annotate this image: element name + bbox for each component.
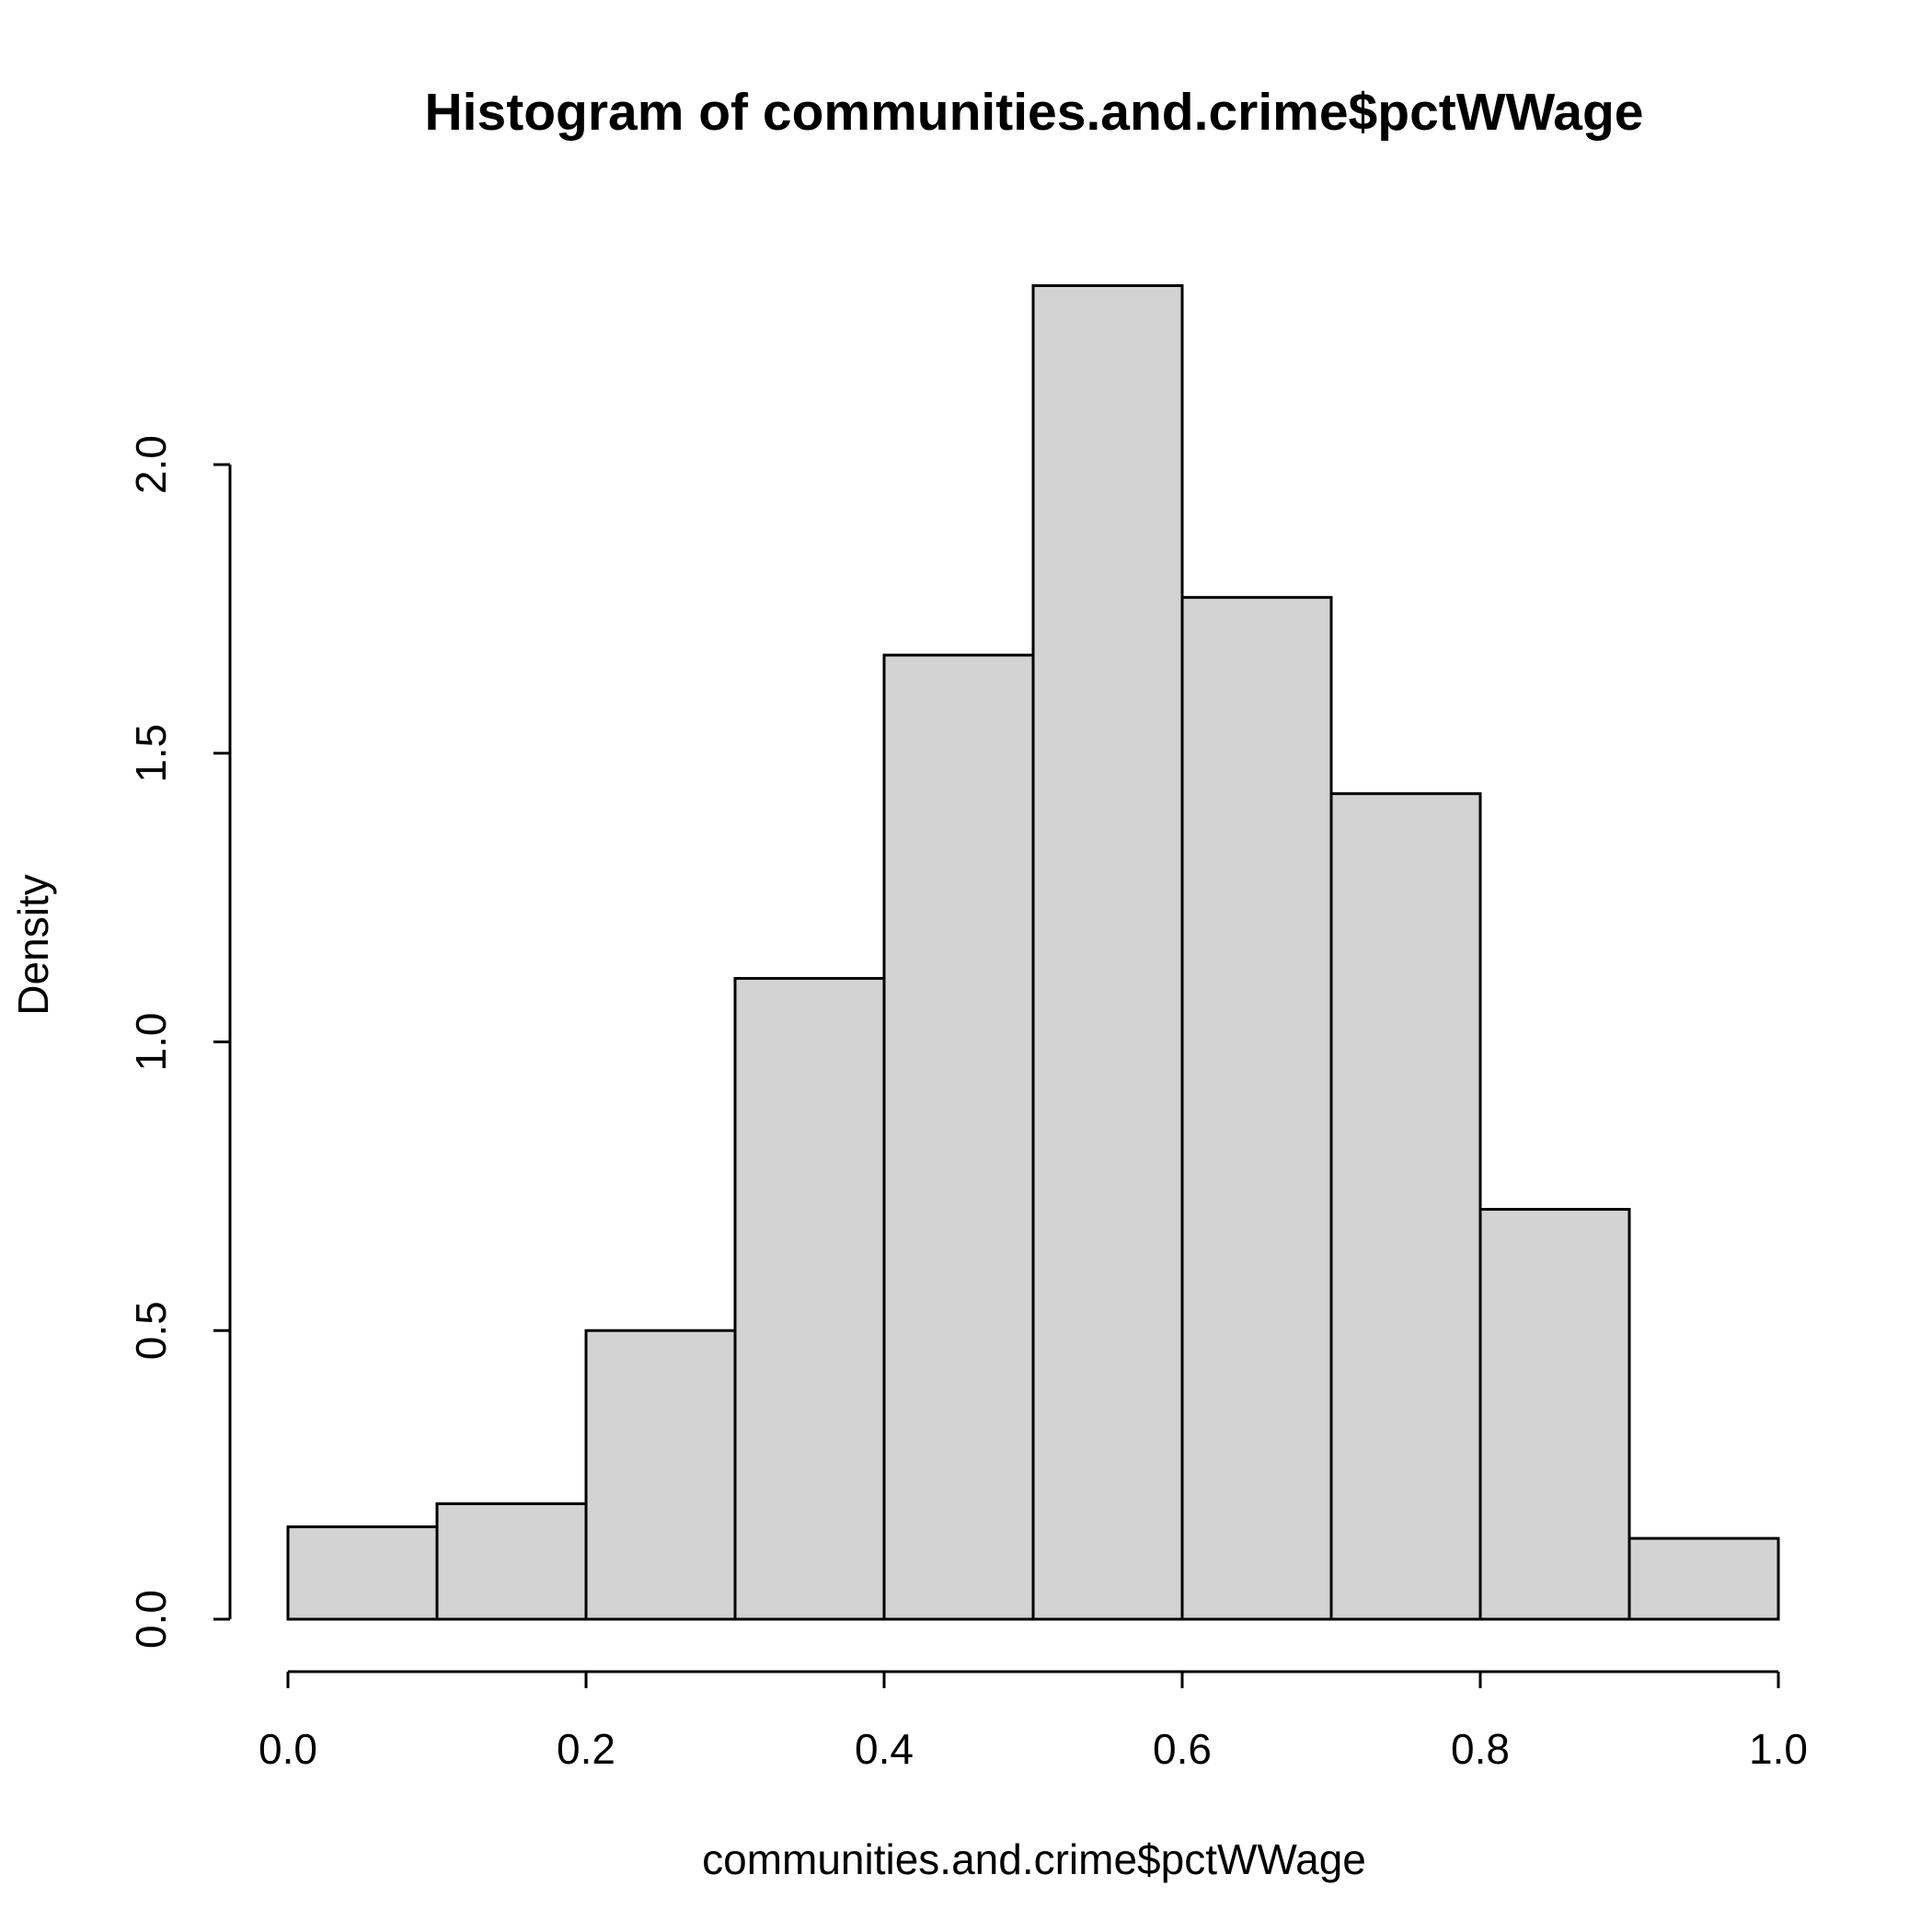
x-tick-label-5: 1.0: [1749, 1725, 1808, 1773]
x-tick-label-0: 0.0: [259, 1725, 317, 1773]
x-tick-label-2: 0.4: [855, 1725, 914, 1773]
histogram-bar-1: [435, 1502, 588, 1621]
y-axis: 0.0 0.5 1.0 1.5 2.0: [127, 435, 232, 1649]
histogram-bar-8: [1478, 1207, 1631, 1621]
histogram-bar-5: [1031, 283, 1184, 1621]
y-axis-label: Density: [9, 874, 57, 1015]
y-tick-label-1: 0.5: [127, 1301, 175, 1360]
histogram-bar-4: [882, 653, 1035, 1621]
x-tick-label-3: 0.6: [1153, 1725, 1212, 1773]
histogram-bar-3: [733, 976, 886, 1621]
x-tick-label-1: 0.2: [557, 1725, 615, 1773]
y-tick-label-0: 0.0: [127, 1590, 175, 1649]
y-tick-label-4: 2.0: [127, 435, 175, 494]
bars-group: [286, 283, 1780, 1621]
histogram-bar-9: [1627, 1536, 1780, 1621]
x-axis-label: communities.and.crime$pctWWage: [702, 1835, 1366, 1883]
y-tick-label-3: 1.5: [127, 724, 175, 783]
x-tick-label-4: 0.8: [1451, 1725, 1510, 1773]
y-tick-label-2: 1.0: [127, 1013, 175, 1072]
histogram-bar-6: [1180, 595, 1333, 1621]
chart-title: Histogram of communities.and.crime$pctWW…: [425, 83, 1644, 142]
histogram-bar-0: [286, 1525, 439, 1621]
histogram-bar-2: [584, 1328, 737, 1621]
histogram-bar-7: [1329, 792, 1482, 1621]
x-axis: 0.0 0.2 0.4 0.6 0.8 1.0: [259, 1670, 1808, 1773]
